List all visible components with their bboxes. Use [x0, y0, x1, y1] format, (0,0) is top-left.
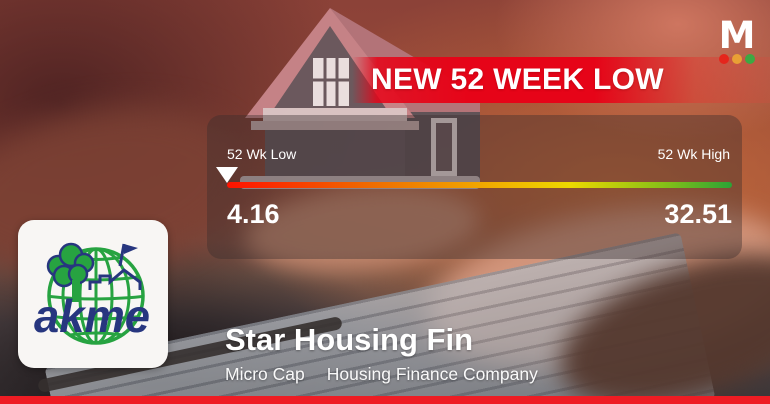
high-value: 32.51	[664, 199, 732, 229]
high-label: 52 Wk High	[657, 146, 730, 162]
new-52-week-low-banner: NEW 52 WEEK LOW	[352, 57, 770, 103]
market-cap-label: Micro Cap	[225, 364, 305, 384]
52-week-range-panel: 52 Wk Low 52 Wk High 4.16 32.51	[207, 115, 742, 259]
footer-bar	[0, 396, 770, 404]
current-price-marker-icon	[216, 167, 238, 183]
logo-dot-green	[745, 54, 755, 64]
marketsmojo-logo: M	[716, 14, 758, 64]
m-letter: M	[718, 14, 756, 57]
akme-logo-text: akme	[34, 290, 150, 342]
building-outline-icon	[88, 268, 142, 290]
company-info: Star Housing Fin Micro Cap Housing Finan…	[225, 322, 538, 385]
logo-dot-orange	[732, 54, 742, 64]
company-subtitle: Micro Cap Housing Finance Company	[225, 364, 538, 385]
tree-icon	[46, 242, 95, 288]
range-gradient-bar	[227, 182, 732, 188]
company-logo: akme	[18, 220, 168, 368]
logo-dots	[716, 54, 758, 64]
logo-dot-red	[719, 54, 729, 64]
low-value: 4.16	[227, 199, 280, 229]
akme-logo-graphic: akme	[34, 242, 150, 345]
low-label: 52 Wk Low	[227, 146, 297, 162]
banner-text: NEW 52 WEEK LOW	[371, 63, 664, 96]
sector-label: Housing Finance Company	[326, 364, 538, 384]
company-name: Star Housing Fin	[225, 322, 473, 357]
